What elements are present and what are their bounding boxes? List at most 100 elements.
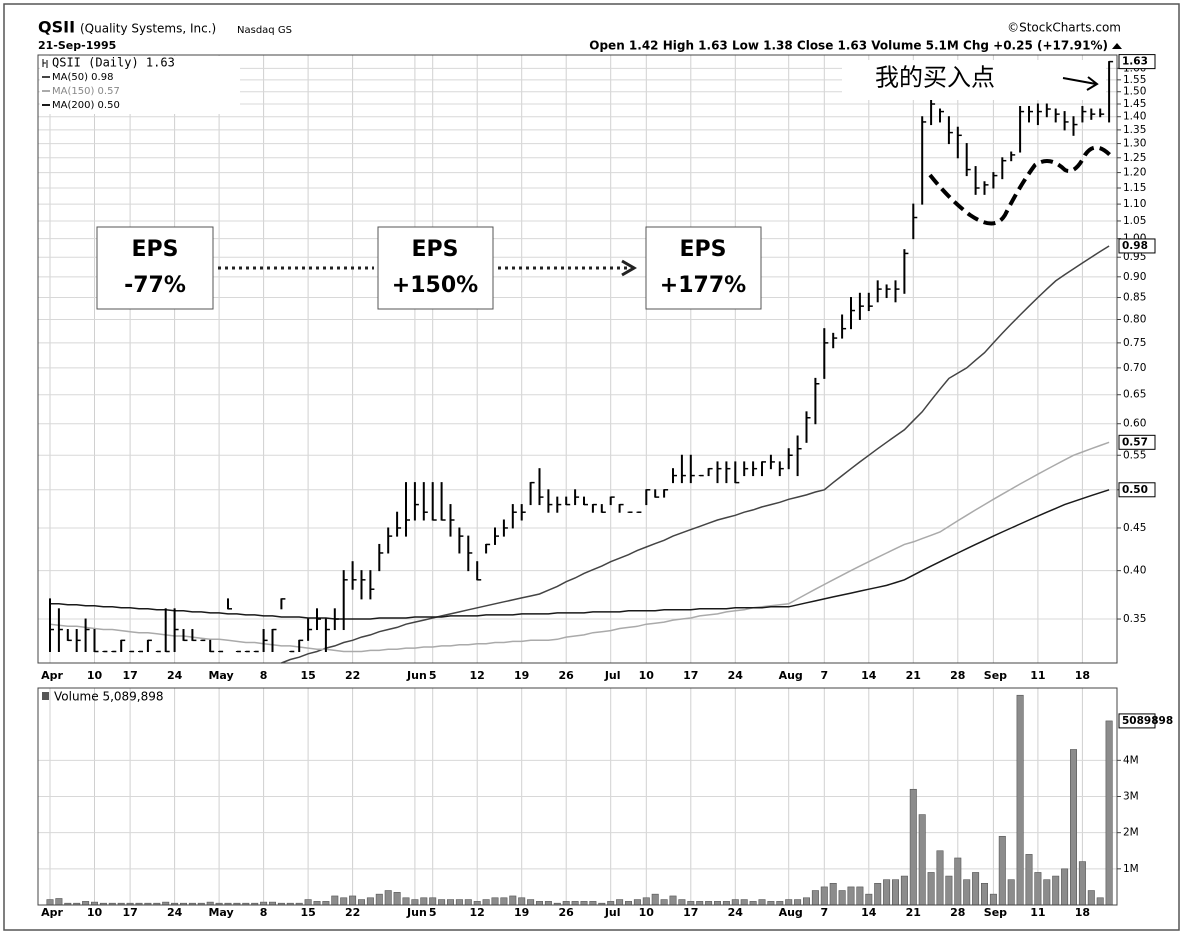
volume-bar: [473, 901, 481, 906]
x-tick-label: 7: [820, 906, 828, 919]
x-tick-label: 19: [514, 669, 529, 682]
y-tick-label: 1.55: [1123, 74, 1146, 86]
y-tick-label: 1.35: [1123, 124, 1146, 136]
volume-bar: [357, 899, 365, 906]
x-tick-label: 22: [345, 669, 360, 682]
y-tick-label: 1.25: [1123, 152, 1146, 164]
volume-bar: [696, 901, 704, 906]
eps-title: EPS: [680, 237, 727, 262]
volume-bar: [687, 901, 695, 906]
volume-bar: [55, 898, 63, 906]
volume-bar: [669, 895, 677, 906]
x-tick-label: 8: [260, 906, 268, 919]
volume-bar: [313, 901, 321, 906]
end-label-box: [1118, 482, 1156, 498]
end-label: 0.57: [1122, 436, 1148, 448]
volume-bar: [464, 899, 472, 906]
volume-bar: [954, 857, 962, 906]
x-tick-label: 24: [728, 906, 744, 919]
y-tick-label: 1M: [1123, 863, 1139, 875]
symbol: QSII: [38, 18, 75, 37]
legend-label: MA(200) 0.50: [52, 100, 120, 111]
x-tick-label: 26: [559, 906, 575, 919]
up-triangle: [1112, 43, 1122, 49]
volume-bar: [678, 899, 686, 906]
volume-bar: [909, 788, 917, 906]
x-tick-label: Sep: [984, 906, 1007, 919]
volume-bar: [446, 899, 454, 906]
x-tick-label: 5: [429, 906, 437, 919]
x-tick-label: Sep: [984, 669, 1007, 682]
volume-bar: [705, 901, 713, 906]
x-tick-label: 11: [1030, 906, 1045, 919]
x-tick-label: 10: [87, 906, 103, 919]
x-tick-label: Apr: [41, 669, 63, 682]
volume-bar: [660, 899, 668, 906]
buy-point-bg: [842, 60, 1106, 100]
moving-average: [281, 245, 1110, 664]
x-tick-label: 22: [345, 906, 360, 919]
volume-bar: [322, 901, 330, 906]
volume-bar: [749, 901, 757, 906]
x-tick-label: 17: [683, 906, 698, 919]
y-tick-label: 1.20: [1123, 167, 1146, 179]
eps-value: +150%: [392, 273, 478, 298]
x-tick-label: Jun: [406, 669, 427, 682]
x-tick-label: 7: [820, 669, 828, 682]
volume-bar: [411, 899, 419, 906]
volume-bar: [1070, 749, 1078, 906]
y-tick-label: 1.05: [1123, 215, 1146, 227]
volume-bar: [856, 886, 864, 906]
volume-bar: [1105, 720, 1113, 906]
y-tick-label: 1.30: [1123, 138, 1146, 150]
frame: [3, 3, 1180, 931]
x-tick-label: 5: [429, 669, 437, 682]
volume-bar: [1061, 868, 1069, 906]
volume-bar: [945, 875, 953, 906]
volume-bar: [642, 897, 650, 906]
x-tick-label: May: [208, 906, 233, 919]
y-tick-label: 0.35: [1123, 613, 1146, 625]
volume-bar: [980, 882, 988, 906]
volume-bar: [838, 890, 846, 906]
end-label: 0.50: [1122, 484, 1148, 496]
y-tick-label: 0.60: [1123, 418, 1146, 430]
legend-icon: [42, 692, 49, 700]
x-tick-label: 24: [728, 669, 744, 682]
volume-bar: [340, 897, 348, 906]
eps-value: -77%: [124, 273, 186, 298]
end-label-box: [1118, 713, 1156, 729]
volume-bar: [900, 875, 908, 906]
volume-bar: [722, 901, 730, 906]
y-tick-label: 0.70: [1123, 362, 1146, 374]
y-tick-label: 4M: [1123, 754, 1139, 766]
date: 21-Sep-1995: [38, 39, 116, 52]
x-tick-label: 28: [950, 906, 965, 919]
x-tick-label: 18: [1075, 906, 1090, 919]
volume-bar: [393, 892, 401, 906]
buy-point-label: 我的买入点: [875, 64, 995, 92]
volume-bar: [874, 882, 882, 906]
y-tick-label: 0.55: [1123, 449, 1146, 461]
volume-bar: [811, 890, 819, 906]
x-tick-label: 17: [122, 669, 137, 682]
x-tick-label: 17: [683, 669, 698, 682]
volume-bar: [847, 886, 855, 906]
x-tick-label: 21: [906, 669, 921, 682]
y-tick-label: 0.80: [1123, 313, 1146, 325]
x-tick-label: Jul: [604, 669, 621, 682]
volume-bar: [651, 893, 659, 906]
annotations: EPS -77% EPS +150% EPS +177% 我的买入点: [96, 60, 1112, 310]
x-tick-label: 18: [1075, 669, 1090, 682]
volume-bar: [713, 901, 721, 906]
exchange: Nasdaq GS: [237, 25, 292, 36]
volume-bar: [429, 897, 437, 906]
volume-bar: [633, 899, 641, 906]
x-tick-label: 24: [167, 906, 183, 919]
y-tick-label: 1.50: [1123, 86, 1146, 98]
x-tick-label: 15: [300, 906, 315, 919]
legend-label: QSII (Daily) 1.63: [52, 56, 175, 70]
volume-bar: [375, 893, 383, 906]
y-tick-label: 0.95: [1123, 251, 1146, 263]
